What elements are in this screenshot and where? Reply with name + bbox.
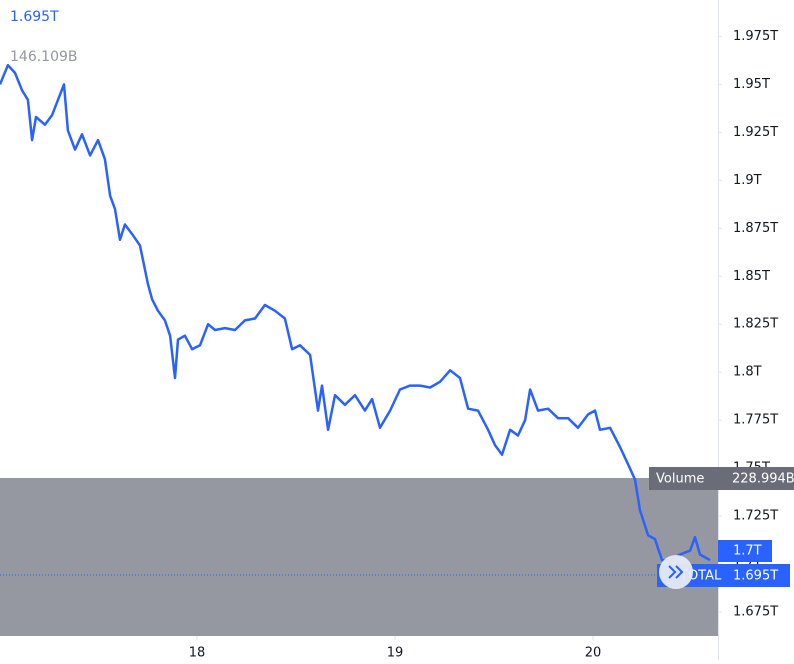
volume-last: 228.994B: [732, 472, 794, 487]
y-tick-label: 1.85T: [733, 269, 770, 284]
volume-tag: [649, 467, 794, 490]
volume-name: Volume: [656, 472, 704, 487]
y-tick-label: 1.925T: [733, 125, 778, 140]
y-tick-label: 1.725T: [733, 509, 778, 524]
volume-value: 146.109B: [10, 49, 78, 65]
y-tick-label: 1.825T: [733, 317, 778, 332]
y-tick-label: 1.675T: [733, 605, 778, 620]
x-tick-label: 19: [387, 646, 404, 661]
volume-pane: [0, 478, 718, 636]
price-line-series: [0, 63, 711, 562]
ticks: 1.975T 1.95T 1.925T 1.9T 1.875T 1.85T 1.825T 1.…: [189, 29, 778, 661]
x-tick-label: 18: [189, 646, 206, 661]
axis-border: [718, 0, 719, 660]
price-value: 1.695T: [10, 9, 59, 25]
last-price: 1.695T: [733, 569, 778, 584]
y-tick-label: 1.95T: [733, 77, 770, 92]
price-tag-label: 1.7T: [733, 544, 762, 559]
y-tick-label: 1.975T: [733, 29, 778, 44]
y-tick-label: 1.875T: [733, 221, 778, 236]
price-tag: [718, 540, 772, 562]
plot: [0, 63, 711, 562]
y-tick-label: 1.8T: [733, 365, 762, 380]
scroll-icon: [668, 565, 684, 579]
y-tick-label: 1.775T: [733, 413, 778, 428]
y-tick-label: 1.9T: [733, 173, 762, 188]
x-tick-label: 20: [585, 646, 602, 661]
